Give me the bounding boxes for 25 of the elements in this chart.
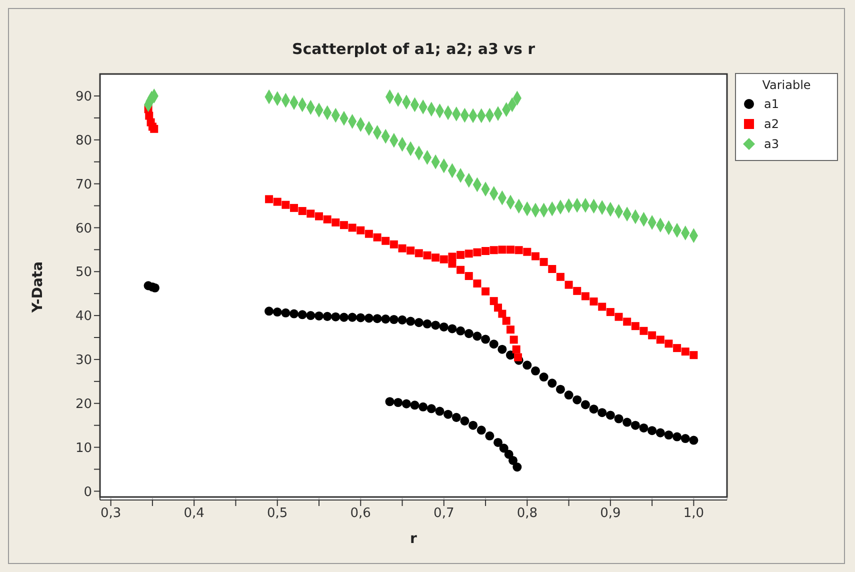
x-tick-label: 0,6	[350, 506, 371, 522]
x-tick-label: 0,4	[184, 506, 204, 522]
x-tick-label: 0,9	[600, 506, 621, 522]
y-tick-label: 30	[75, 353, 92, 368]
x-tick-label: 0,8	[516, 506, 538, 522]
y-tick-label: 60	[75, 221, 92, 236]
legend-title: Variable	[761, 78, 812, 92]
x-tick-label: 0,7	[434, 506, 454, 522]
x-tick-label: 0,3	[100, 506, 122, 522]
y-tick-label: 10	[75, 440, 92, 456]
y-tick-label: 20	[75, 396, 92, 412]
legend-label: a1	[764, 97, 779, 111]
y-tick-label: 90	[75, 90, 92, 105]
chart-title: Scatterplot of a1; a2; a3 vs r	[290, 40, 536, 58]
legend-label: a3	[764, 137, 779, 151]
y-tick-label: 70	[75, 177, 92, 192]
x-axis-title: r	[410, 531, 418, 547]
y-axis-title: Y-Data	[30, 261, 46, 314]
y-tick-label: 80	[75, 133, 92, 148]
x-tick-label: 1,0	[683, 506, 704, 522]
x-tick-label: 0,5	[267, 506, 288, 522]
legend-label: a2	[764, 117, 779, 131]
y-tick-label: 0	[84, 484, 92, 500]
y-tick-label: 50	[75, 265, 92, 280]
y-tick-label: 40	[75, 309, 92, 324]
